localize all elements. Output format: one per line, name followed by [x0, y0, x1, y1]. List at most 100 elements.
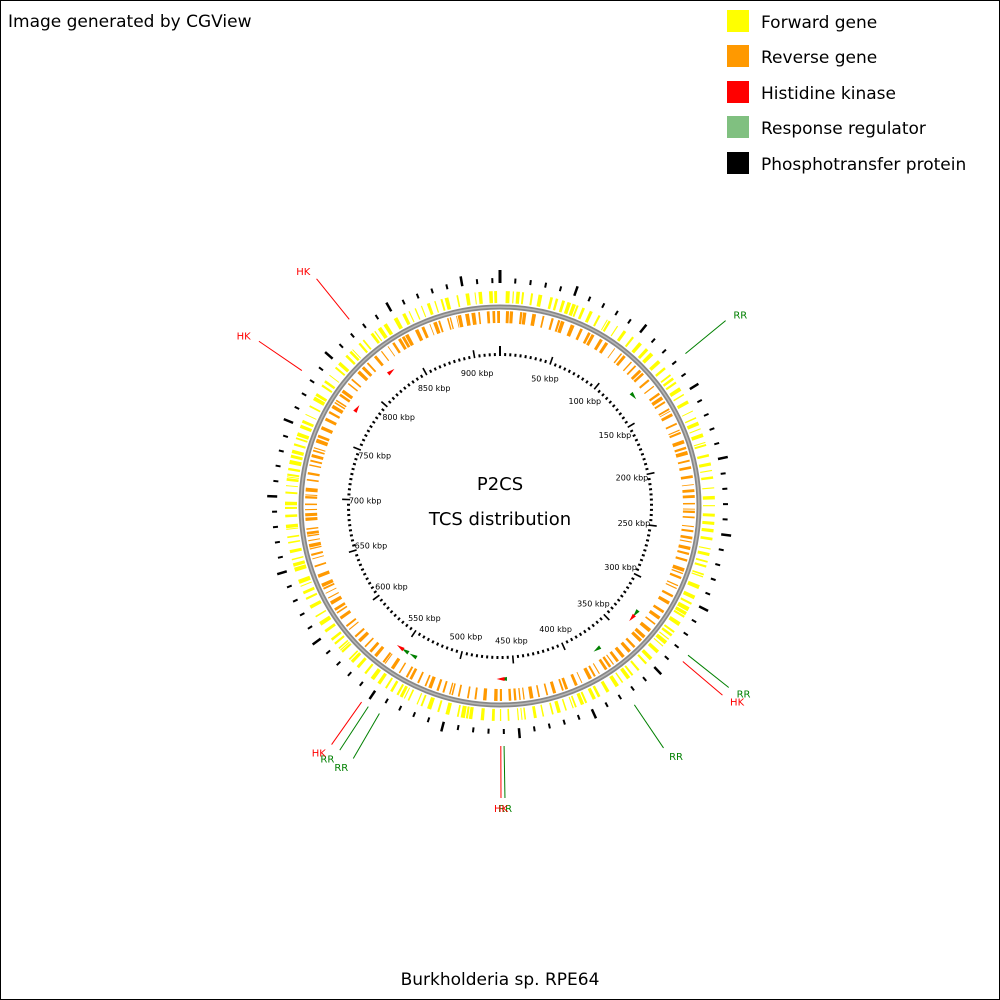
forward-gene-block [420, 694, 427, 707]
inner-major-tick [648, 524, 657, 527]
inner-minor-tick [595, 620, 599, 625]
reverse-gene-block [336, 605, 348, 614]
reverse-gene-block [449, 317, 454, 330]
reverse-gene-block [626, 365, 637, 376]
reverse-gene-block [681, 528, 694, 533]
inner-minor-tick [440, 644, 444, 648]
forward-gene-block [655, 367, 666, 377]
rings-layer [285, 291, 715, 721]
inner-minor-tick [625, 585, 630, 590]
outer-major-tick [385, 301, 393, 312]
outer-minor-tick [401, 299, 406, 305]
reverse-gene-block [428, 676, 436, 689]
hk-marker [629, 613, 636, 622]
forward-gene-block [692, 569, 705, 576]
inner-minor-tick [354, 553, 359, 557]
reverse-gene-block [592, 663, 600, 675]
forward-gene-block [700, 469, 713, 473]
outer-minor-tick [718, 548, 724, 552]
reverse-gene-block [672, 564, 685, 572]
outer-minor-tick [274, 540, 281, 544]
outer-minor-tick [286, 584, 293, 589]
inner-major-tick [627, 422, 635, 429]
inner-minor-tick [445, 646, 449, 650]
inner-major-tick [633, 572, 642, 578]
inner-minor-tick [640, 452, 645, 456]
hk-marker [386, 368, 395, 376]
reverse-gene-block [474, 687, 478, 700]
forward-gene-block [512, 291, 515, 304]
outer-minor-tick [674, 643, 680, 649]
reverse-gene-block [508, 688, 512, 701]
reverse-gene-block [380, 350, 390, 362]
forward-gene-block [577, 307, 586, 320]
forward-gene-block [298, 575, 311, 584]
inner-minor-tick [457, 358, 461, 362]
outer-minor-tick [715, 563, 721, 567]
reverse-gene-block [521, 312, 527, 325]
forward-gene-block [456, 704, 461, 717]
hk-marker [496, 676, 505, 681]
forward-gene-block [324, 623, 336, 633]
reverse-gene-block [398, 338, 407, 351]
forward-gene-block [292, 560, 306, 567]
credit-text: Image generated by CGView [8, 12, 252, 32]
outer-minor-tick [415, 293, 420, 299]
kbp-tick-label: 850 kbp [418, 384, 451, 393]
inner-minor-tick [367, 581, 372, 585]
forward-gene-block [291, 449, 305, 456]
forward-gene-block [697, 550, 710, 557]
inner-minor-tick [381, 408, 385, 412]
outer-minor-tick [601, 302, 606, 309]
inner-minor-tick [589, 383, 593, 387]
reverse-gene-block [681, 524, 694, 528]
forward-gene-block [584, 310, 593, 323]
inner-minor-tick [618, 412, 623, 416]
reverse-gene-block [310, 459, 323, 465]
hk-marker [353, 405, 360, 413]
organism-name: Burkholderia sp. RPE64 [401, 970, 600, 990]
inner-minor-tick [558, 365, 562, 369]
inner-minor-tick [405, 623, 409, 628]
outer-minor-tick [650, 338, 656, 344]
inner-major-tick [348, 549, 357, 554]
forward-gene-block [505, 291, 510, 304]
forward-gene-block [356, 657, 367, 669]
forward-gene-block [491, 708, 495, 721]
forward-gene-block [309, 405, 321, 413]
kbp-tick-label: 100 kbp [569, 397, 602, 406]
reverse-gene-block [347, 382, 359, 392]
reverse-gene-block [357, 370, 369, 382]
forward-gene-block [523, 707, 527, 720]
reverse-gene-block [451, 683, 456, 696]
forward-gene-block [385, 677, 393, 689]
legend-swatch-hk [727, 81, 749, 103]
forward-gene-block [286, 527, 299, 530]
forward-gene-block [689, 428, 701, 434]
forward-gene-block [674, 606, 687, 616]
reverse-gene-block [598, 658, 608, 671]
reverse-gene-block [682, 494, 695, 499]
forward-gene-block [653, 637, 664, 647]
forward-gene-block [600, 319, 608, 331]
inner-minor-tick [426, 637, 430, 642]
inner-minor-tick [583, 629, 587, 634]
forward-gene-block [416, 693, 423, 705]
outer-minor-tick [691, 618, 697, 624]
kbp-tick-label: 550 kbp [408, 614, 441, 623]
reverse-gene-block [369, 641, 380, 653]
inner-minor-tick [565, 640, 569, 644]
reverse-gene-block [321, 578, 334, 588]
forward-gene-block [315, 609, 327, 618]
reverse-gene-block [421, 326, 429, 339]
outer-minor-tick [627, 318, 632, 324]
inner-minor-tick [352, 462, 357, 466]
forward-gene-block [696, 453, 710, 460]
inner-minor-tick [570, 637, 574, 642]
kbp-tick-label: 700 kbp [349, 496, 382, 505]
outer-minor-tick [661, 348, 667, 354]
forward-gene-block [568, 696, 574, 709]
outer-minor-tick [299, 612, 305, 617]
forward-gene-block [285, 501, 298, 506]
forward-gene-block [687, 580, 700, 590]
